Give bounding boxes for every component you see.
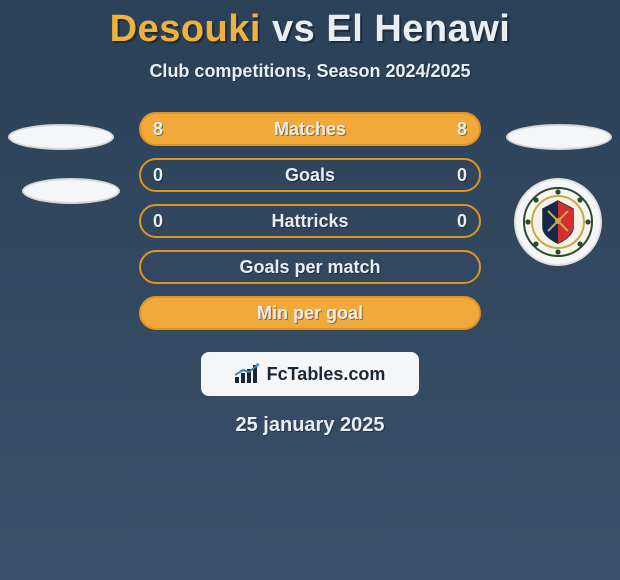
player2-photo-placeholder <box>506 124 612 150</box>
stat-right-value: 0 <box>457 165 467 186</box>
player2-name: El Henawi <box>326 8 510 50</box>
vs-label: vs <box>272 8 315 50</box>
stat-row-min-per-goal: Min per goal <box>139 296 481 330</box>
subtitle: Club competitions, Season 2024/2025 <box>0 61 620 82</box>
stat-right-value: 0 <box>457 211 467 232</box>
fctables-label: FcTables.com <box>267 364 386 385</box>
stat-row-hattricks: 0 Hattricks 0 <box>139 204 481 238</box>
stat-left-value: 0 <box>153 211 163 232</box>
bars-icon <box>235 363 261 385</box>
stat-label: Goals per match <box>239 257 380 278</box>
player2-club-badge <box>514 178 602 266</box>
stat-row-matches: 8 Matches 8 <box>139 112 481 146</box>
stat-right-value: 8 <box>457 119 467 140</box>
stat-left-value: 8 <box>153 119 163 140</box>
stat-label: Goals <box>285 165 335 186</box>
page-title: Desouki vs El Henawi <box>0 0 620 51</box>
player1-club-placeholder <box>22 178 120 204</box>
player1-name: Desouki <box>110 8 261 50</box>
stat-row-goals: 0 Goals 0 <box>139 158 481 192</box>
stat-label: Hattricks <box>271 211 348 232</box>
stat-left-value: 0 <box>153 165 163 186</box>
club-crest-icon <box>523 187 593 257</box>
player1-photo-placeholder <box>8 124 114 150</box>
stats-panel: 8 Matches 8 0 Goals 0 0 Hattricks 0 Goal… <box>139 112 481 330</box>
date-label: 25 january 2025 <box>0 414 620 437</box>
stat-label: Matches <box>274 119 346 140</box>
stat-label: Min per goal <box>257 303 363 324</box>
fctables-watermark: FcTables.com <box>201 352 419 396</box>
stat-row-goals-per-match: Goals per match <box>139 250 481 284</box>
